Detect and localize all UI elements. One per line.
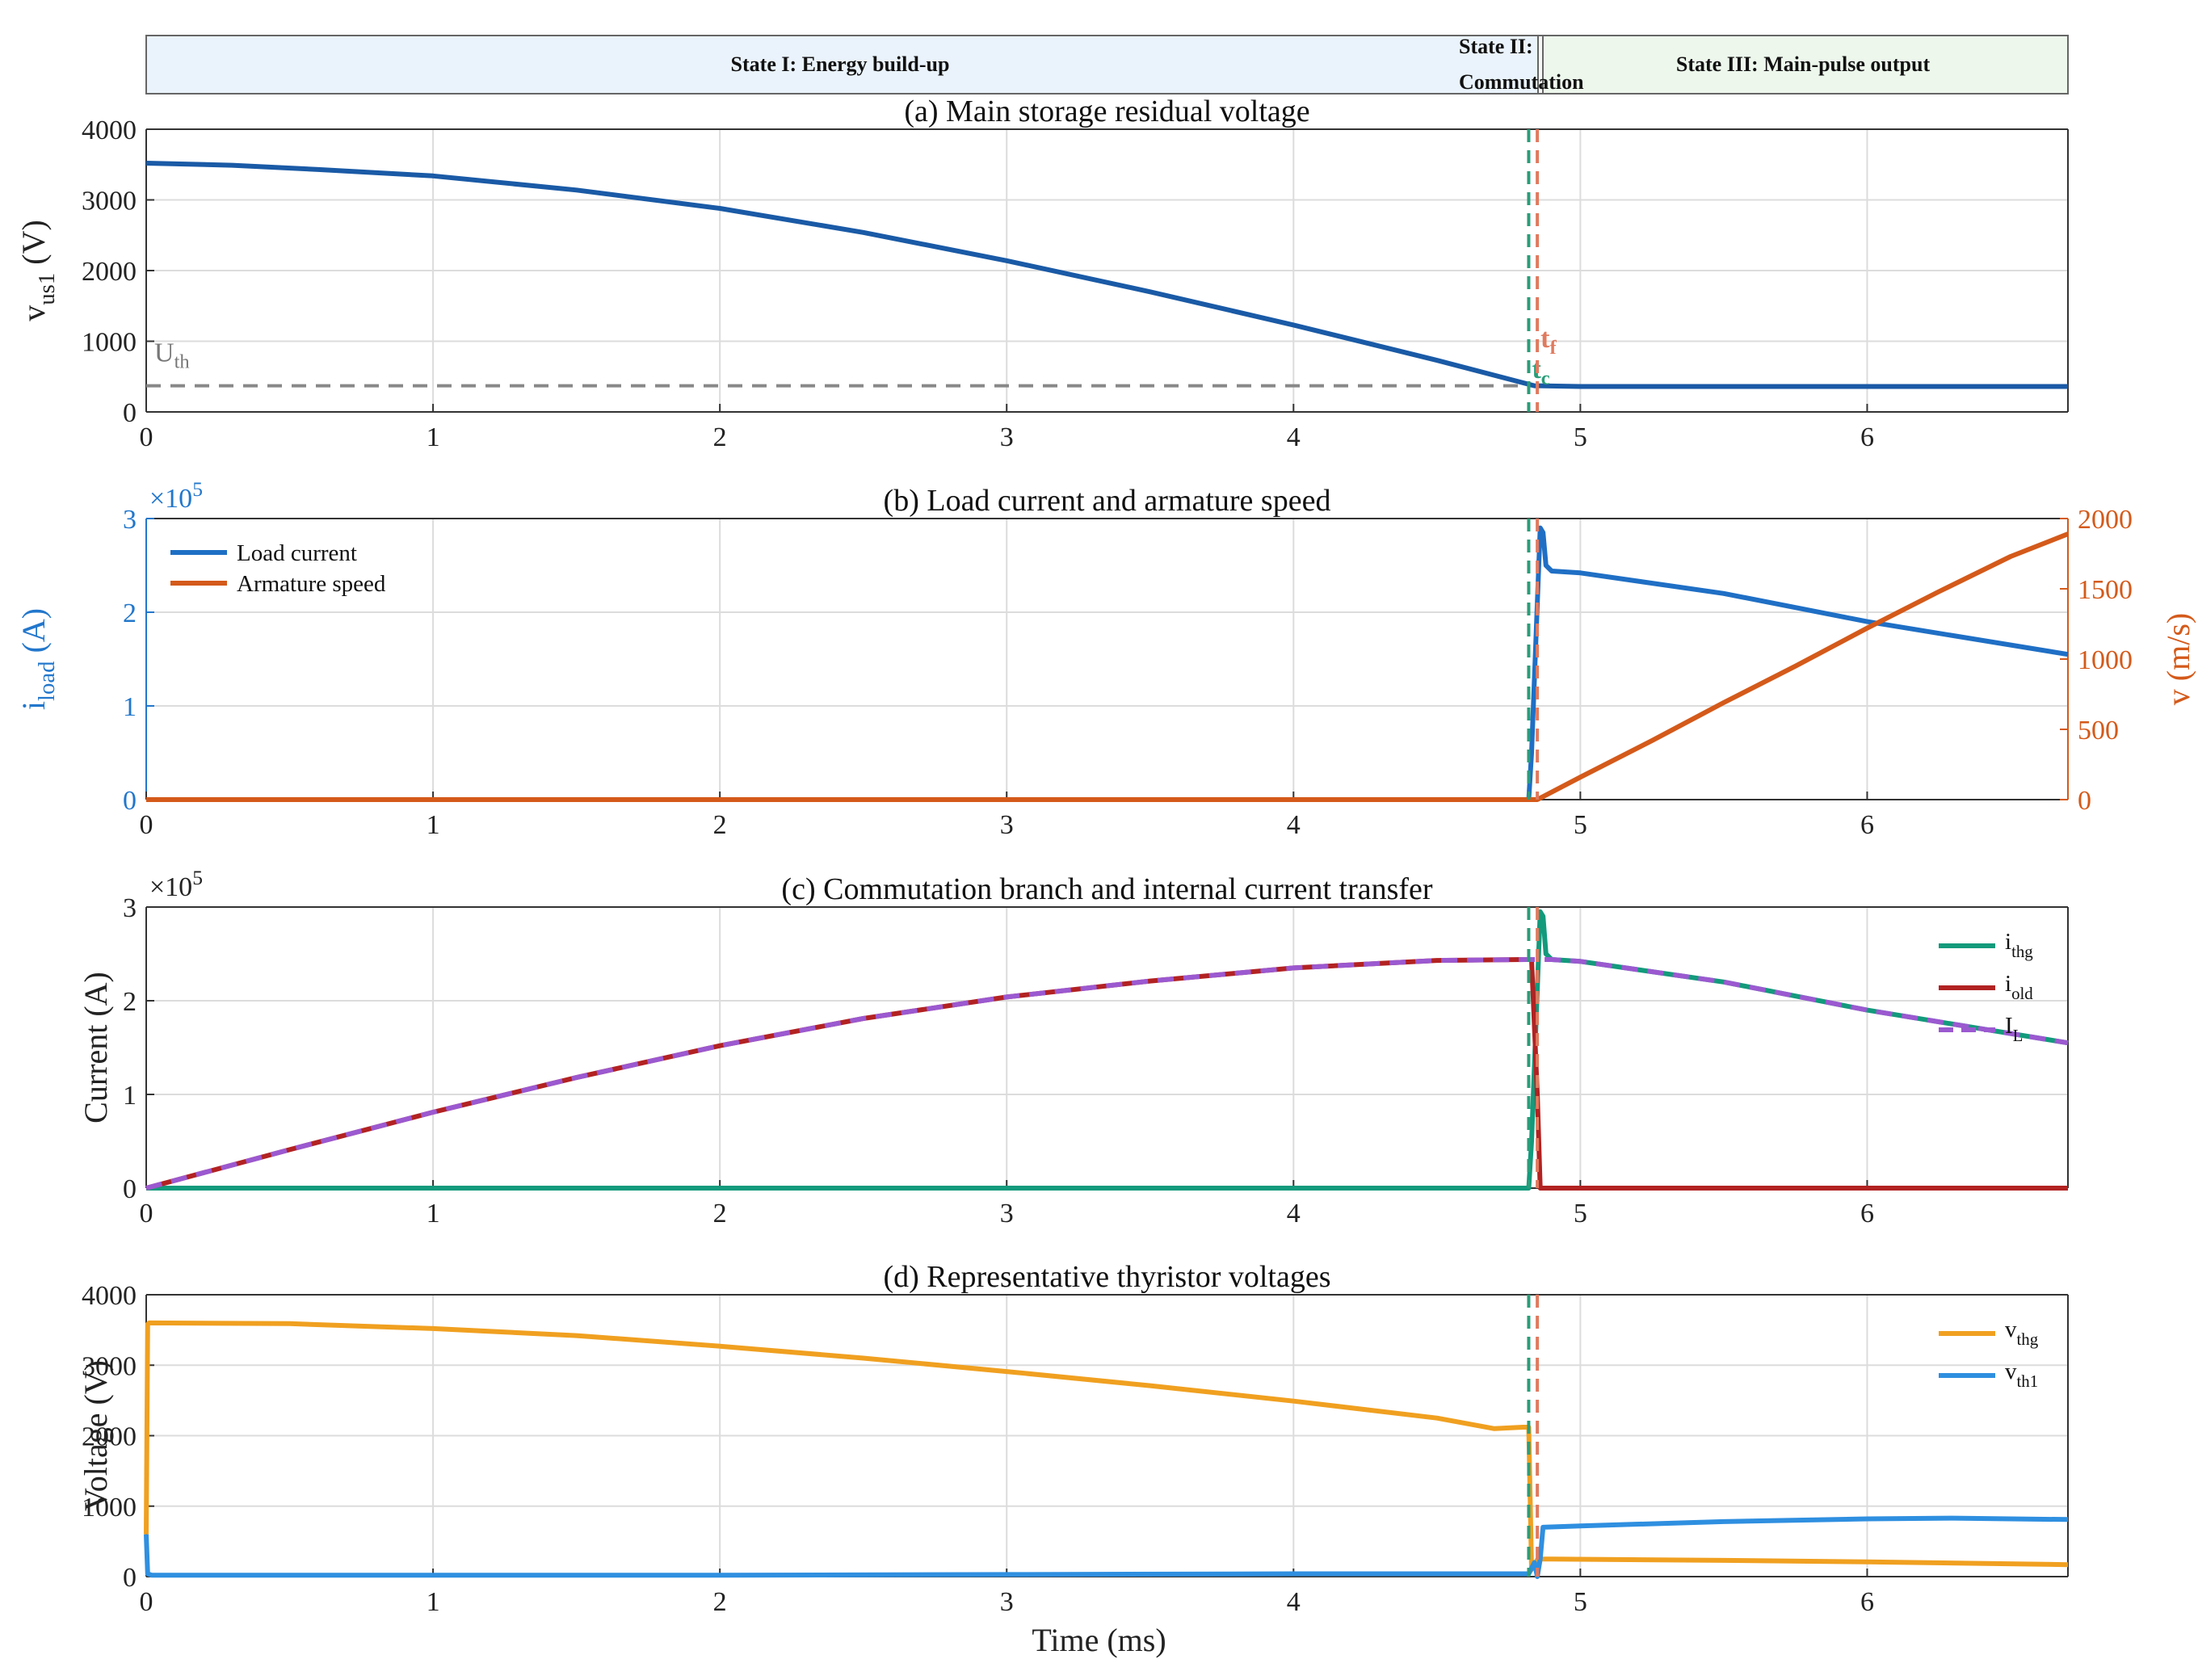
- legend-label: iold: [2005, 971, 2033, 1003]
- x-tick-label: 5: [1574, 1199, 1587, 1228]
- panel-b-load-current-armature-speed: 0 1 2 3 4 5 6 0 1 2 3 0 500 1000 1500 2000 v (m/s) ×105 (b…: [15, 477, 2196, 840]
- y-axis-label: Voltage (V): [78, 1360, 114, 1511]
- x-tick-label: 0: [140, 422, 153, 452]
- y-tick-label: 4000: [82, 116, 137, 145]
- x-tick-label: 1: [427, 1199, 440, 1228]
- panel-c-commutation-current-transfer: 0 1 2 3 4 5 6 0 1 2 3 ×105 (c) Commutation branch an…: [78, 866, 2069, 1228]
- y-exponent-label: ×105: [149, 866, 203, 902]
- x-tick-label: 2: [713, 1587, 727, 1617]
- x-tick-label: 3: [1000, 810, 1014, 840]
- y-tick-label: 3: [123, 505, 137, 535]
- y-exponent-label: ×105: [149, 477, 203, 514]
- state-3-label: State III: Main-pulse output: [1676, 52, 1931, 76]
- legend-label: ithg: [2005, 929, 2033, 961]
- legend-label: IL: [2005, 1013, 2023, 1045]
- y-tick-label: 4000: [82, 1281, 137, 1311]
- y-axis-label: vus1 (V): [15, 220, 60, 321]
- panel-d-thyristor-voltages: 0 1 2 3 4 5 6 0 1000 2000 3000 4000 (d) Representati…: [78, 1260, 2069, 1658]
- x-tick-label: 4: [1287, 422, 1301, 452]
- panel-title: (c) Commutation branch and internal curr…: [781, 872, 1432, 906]
- x-axis-label: Time (ms): [1032, 1622, 1166, 1658]
- y-tick-label: 1000: [82, 1493, 137, 1522]
- x-tick-label: 1: [427, 422, 440, 452]
- load-current-series-line: [146, 525, 2069, 802]
- x-tick-label: 5: [1574, 1587, 1587, 1617]
- y2-tick-label: 1000: [2078, 645, 2133, 675]
- x-tick-label: 1: [427, 810, 440, 840]
- x-tick-label: 0: [140, 1199, 153, 1228]
- y-tick-label: 3000: [82, 187, 137, 216]
- y-tick-label: 0: [123, 786, 137, 816]
- x-tick-label: 0: [140, 810, 153, 840]
- y-tick-label: 0: [123, 1563, 137, 1593]
- legend-label: Armature speed: [237, 571, 386, 597]
- x-tick-label: 4: [1287, 810, 1301, 840]
- state-2-label-line1: State II:: [1459, 35, 1533, 58]
- threshold-label: Uth: [154, 338, 190, 373]
- v-th1-series-line: [144, 1515, 2069, 1579]
- y-tick-label: 2000: [82, 1422, 137, 1452]
- x-tick-label: 6: [1860, 1587, 1874, 1617]
- legend-label: vthg: [2005, 1317, 2039, 1349]
- y-tick-label: 2000: [82, 257, 137, 287]
- v-thg-series-line: [144, 1320, 2069, 1573]
- plot-area: [146, 907, 2068, 1188]
- panel-title: (a) Main storage residual voltage: [904, 94, 1309, 128]
- x-tick-label: 3: [1000, 1199, 1014, 1228]
- y-tick-label: 1: [123, 692, 137, 722]
- legend-label: vth1: [2005, 1359, 2038, 1391]
- y-tick-label: 1000: [82, 328, 137, 358]
- state-2-label-line2: Commutation: [1459, 70, 1584, 94]
- y2-tick-label: 1500: [2078, 575, 2133, 605]
- y-axis-label: Current (A): [78, 972, 114, 1124]
- x-tick-label: 2: [713, 1199, 727, 1228]
- state-1-label: State I: Energy build-up: [731, 52, 950, 76]
- state-band: State I: Energy build-up State II: Commu…: [145, 35, 2069, 94]
- x-tick-label: 6: [1860, 1199, 1874, 1228]
- state-3-band: [1542, 35, 2069, 94]
- y-tick-label: 1: [123, 1081, 137, 1111]
- panel-title: (b) Load current and armature speed: [884, 484, 1331, 518]
- state-1-band: [145, 35, 1539, 94]
- y-tick-label: 2: [123, 598, 137, 628]
- y2-tick-label: 2000: [2078, 505, 2133, 535]
- legend-label: Load current: [237, 540, 357, 566]
- armature-speed-series-line: [146, 531, 2070, 802]
- x-tick-label: 4: [1287, 1199, 1301, 1228]
- series-0-series-line: [145, 161, 2068, 389]
- x-tick-label: 2: [713, 810, 727, 840]
- x-tick-label: 4: [1287, 1587, 1301, 1617]
- y-tick-label: 3: [123, 893, 137, 923]
- x-tick-label: 6: [1860, 422, 1874, 452]
- time-marker-label: tf: [1540, 324, 1557, 359]
- panel-a-main-storage-voltage: 0 1 2 3 4 5 6 0 1000 2000 3000 4000 (a) Main storage…: [15, 94, 2069, 452]
- x-tick-label: 1: [427, 1587, 440, 1617]
- x-tick-label: 5: [1574, 422, 1587, 452]
- y-tick-label: 3000: [82, 1351, 137, 1381]
- x-tick-label: 3: [1000, 1587, 1014, 1617]
- x-tick-label: 3: [1000, 422, 1014, 452]
- x-tick-label: 5: [1574, 810, 1587, 840]
- x-tick-label: 6: [1860, 810, 1874, 840]
- y2-tick-label: 0: [2078, 786, 2091, 816]
- panel-title: (d) Representative thyristor voltages: [883, 1260, 1330, 1294]
- y2-axis-label: v (m/s): [2160, 613, 2196, 705]
- i-thg-series-line: [146, 909, 2069, 1191]
- y-axis-label: iload (A): [15, 608, 60, 710]
- x-tick-label: 0: [140, 1587, 153, 1617]
- y-tick-label: 0: [123, 1174, 137, 1204]
- y-tick-label: 0: [123, 398, 137, 428]
- plot-area: [146, 519, 2068, 800]
- y2-tick-label: 500: [2078, 716, 2119, 746]
- y-tick-label: 2: [123, 987, 137, 1017]
- i-l-series-line: [145, 957, 2069, 1191]
- x-tick-label: 2: [713, 422, 727, 452]
